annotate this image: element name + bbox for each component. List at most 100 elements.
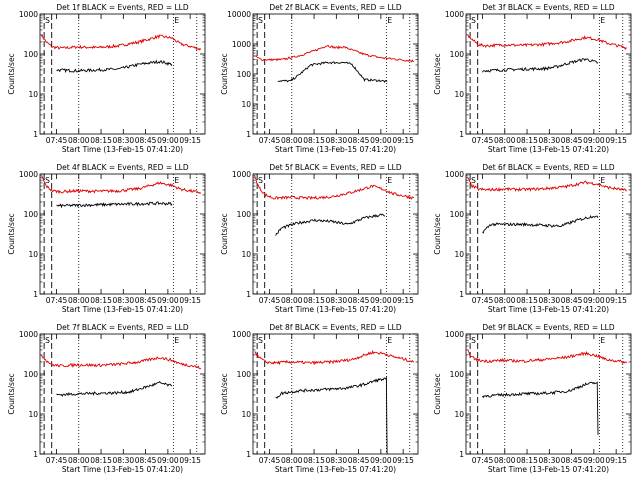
x-tick-label: 08:30 [539, 296, 561, 305]
end-marker: E [387, 176, 392, 185]
plot-frame [39, 173, 206, 295]
end-marker: E [600, 336, 605, 345]
x-tick-label: 09:00 [157, 296, 179, 305]
start-marker: S [258, 16, 263, 25]
x-axis-label: Start Time (13-Feb-15 07:41:20) [275, 465, 396, 474]
x-tick-label: 08:15 [303, 456, 325, 465]
y-tick-label: 100 [450, 370, 465, 379]
x-tick-label: 08:15 [303, 136, 325, 145]
panel-det-4: Det 4f BLACK = Events, RED = LLD 1 10 100 10… [7, 163, 206, 314]
x-tick-label: 08:15 [516, 136, 538, 145]
x-tick-label: 08:00 [281, 136, 303, 145]
events-series-line [482, 381, 599, 435]
x-axis-label: Start Time (13-Feb-15 07:41:20) [488, 305, 609, 314]
y-tick-label: 1 [459, 450, 464, 459]
panel-det-2: Det 2f BLACK = Events, RED = LLD 1 10 100 10… [220, 3, 419, 154]
y-tick-label: 1000 [232, 330, 251, 339]
panel-title: Det 9f BLACK = Events, RED = LLD [482, 323, 615, 332]
lld-series-line [467, 176, 627, 192]
plot-frame [252, 333, 419, 455]
x-tick-label: 09:00 [370, 456, 392, 465]
x-tick-label: 07:45 [259, 136, 281, 145]
y-axis-label: Counts/sec [7, 213, 16, 254]
x-tick-label: 08:30 [539, 456, 561, 465]
start-marker: S [471, 16, 476, 25]
x-tick-label: 07:45 [46, 296, 68, 305]
lld-series-line [467, 34, 628, 51]
y-axis-label: Counts/sec [220, 213, 229, 254]
y-tick-label: 10 [241, 250, 251, 259]
x-tick-label: 07:45 [46, 456, 68, 465]
plot-frame [39, 333, 206, 455]
y-axis-label: Counts/sec [220, 53, 229, 94]
y-axis-label: Counts/sec [433, 53, 442, 94]
x-tick-label: 07:45 [46, 136, 68, 145]
x-tick-label: 09:00 [583, 136, 605, 145]
x-axis-label: Start Time (13-Feb-15 07:41:20) [62, 305, 183, 314]
y-axis-label: Counts/sec [7, 373, 16, 414]
end-marker: E [174, 176, 179, 185]
x-tick-label: 08:30 [113, 296, 135, 305]
x-tick-label: 08:45 [135, 296, 157, 305]
x-tick-label: 07:45 [259, 456, 281, 465]
x-axis-label: Start Time (13-Feb-15 07:41:20) [275, 145, 396, 154]
x-tick-label: 09:15 [392, 456, 414, 465]
panel-det-6: Det 6f BLACK = Events, RED = LLD 1 10 100 10… [433, 163, 632, 314]
x-tick-label: 08:45 [348, 456, 370, 465]
y-tick-label: 1000 [19, 10, 38, 19]
x-axis-label: Start Time (13-Feb-15 07:41:20) [275, 305, 396, 314]
panel-title: Det 5f BLACK = Events, RED = LLD [269, 163, 402, 172]
y-tick-label: 1 [33, 450, 38, 459]
x-tick-label: 08:15 [303, 296, 325, 305]
plot-frame [465, 333, 632, 455]
start-marker: S [45, 16, 50, 25]
events-series-line [482, 58, 599, 73]
lld-series-line [254, 349, 414, 366]
panel-title: Det 3f BLACK = Events, RED = LLD [482, 3, 615, 12]
y-tick-label: 1000 [445, 170, 464, 179]
x-tick-label: 09:00 [157, 456, 179, 465]
end-marker: E [600, 176, 605, 185]
y-tick-label: 1 [246, 130, 251, 139]
y-tick-label: 1000 [19, 330, 38, 339]
x-tick-label: 08:30 [326, 456, 348, 465]
start-marker: S [471, 176, 476, 185]
x-tick-label: 07:45 [472, 136, 494, 145]
plot-frame [465, 13, 632, 135]
lld-series-line [467, 349, 628, 365]
x-tick-label: 08:15 [90, 136, 112, 145]
x-axis-label: Start Time (13-Feb-15 07:41:20) [62, 465, 183, 474]
panel-title: Det 1f BLACK = Events, RED = LLD [56, 3, 189, 12]
plot-frame [252, 173, 419, 295]
x-tick-label: 08:00 [494, 136, 516, 145]
y-tick-label: 1 [33, 290, 38, 299]
x-axis-label: Start Time (13-Feb-15 07:41:20) [62, 145, 183, 154]
x-tick-label: 08:30 [539, 136, 561, 145]
plot-frame [39, 13, 206, 135]
x-tick-label: 09:00 [583, 456, 605, 465]
events-series-line [277, 61, 388, 83]
y-tick-label: 10 [28, 250, 38, 259]
x-tick-label: 08:00 [68, 136, 90, 145]
plot-frame [252, 13, 419, 135]
y-tick-label: 100 [24, 370, 39, 379]
x-axis-label: Start Time (13-Feb-15 07:41:20) [488, 145, 609, 154]
x-tick-label: 08:00 [281, 456, 303, 465]
events-series-line [56, 201, 173, 209]
y-tick-label: 1000 [19, 170, 38, 179]
lld-series-line [41, 175, 202, 195]
x-tick-label: 09:15 [179, 136, 201, 145]
start-marker: S [471, 336, 476, 345]
start-marker: S [45, 176, 50, 185]
x-tick-label: 08:15 [516, 296, 538, 305]
x-tick-label: 08:15 [516, 456, 538, 465]
x-tick-label: 08:15 [90, 296, 112, 305]
lld-series-line [40, 354, 202, 370]
x-tick-label: 09:15 [392, 136, 414, 145]
x-tick-label: 08:00 [494, 456, 516, 465]
y-tick-label: 100 [237, 210, 252, 219]
y-tick-label: 10 [241, 410, 251, 419]
x-tick-label: 09:00 [370, 296, 392, 305]
y-tick-label: 10 [28, 410, 38, 419]
panel-det-7: Det 7f BLACK = Events, RED = LLD 1 10 100 10… [7, 323, 206, 474]
